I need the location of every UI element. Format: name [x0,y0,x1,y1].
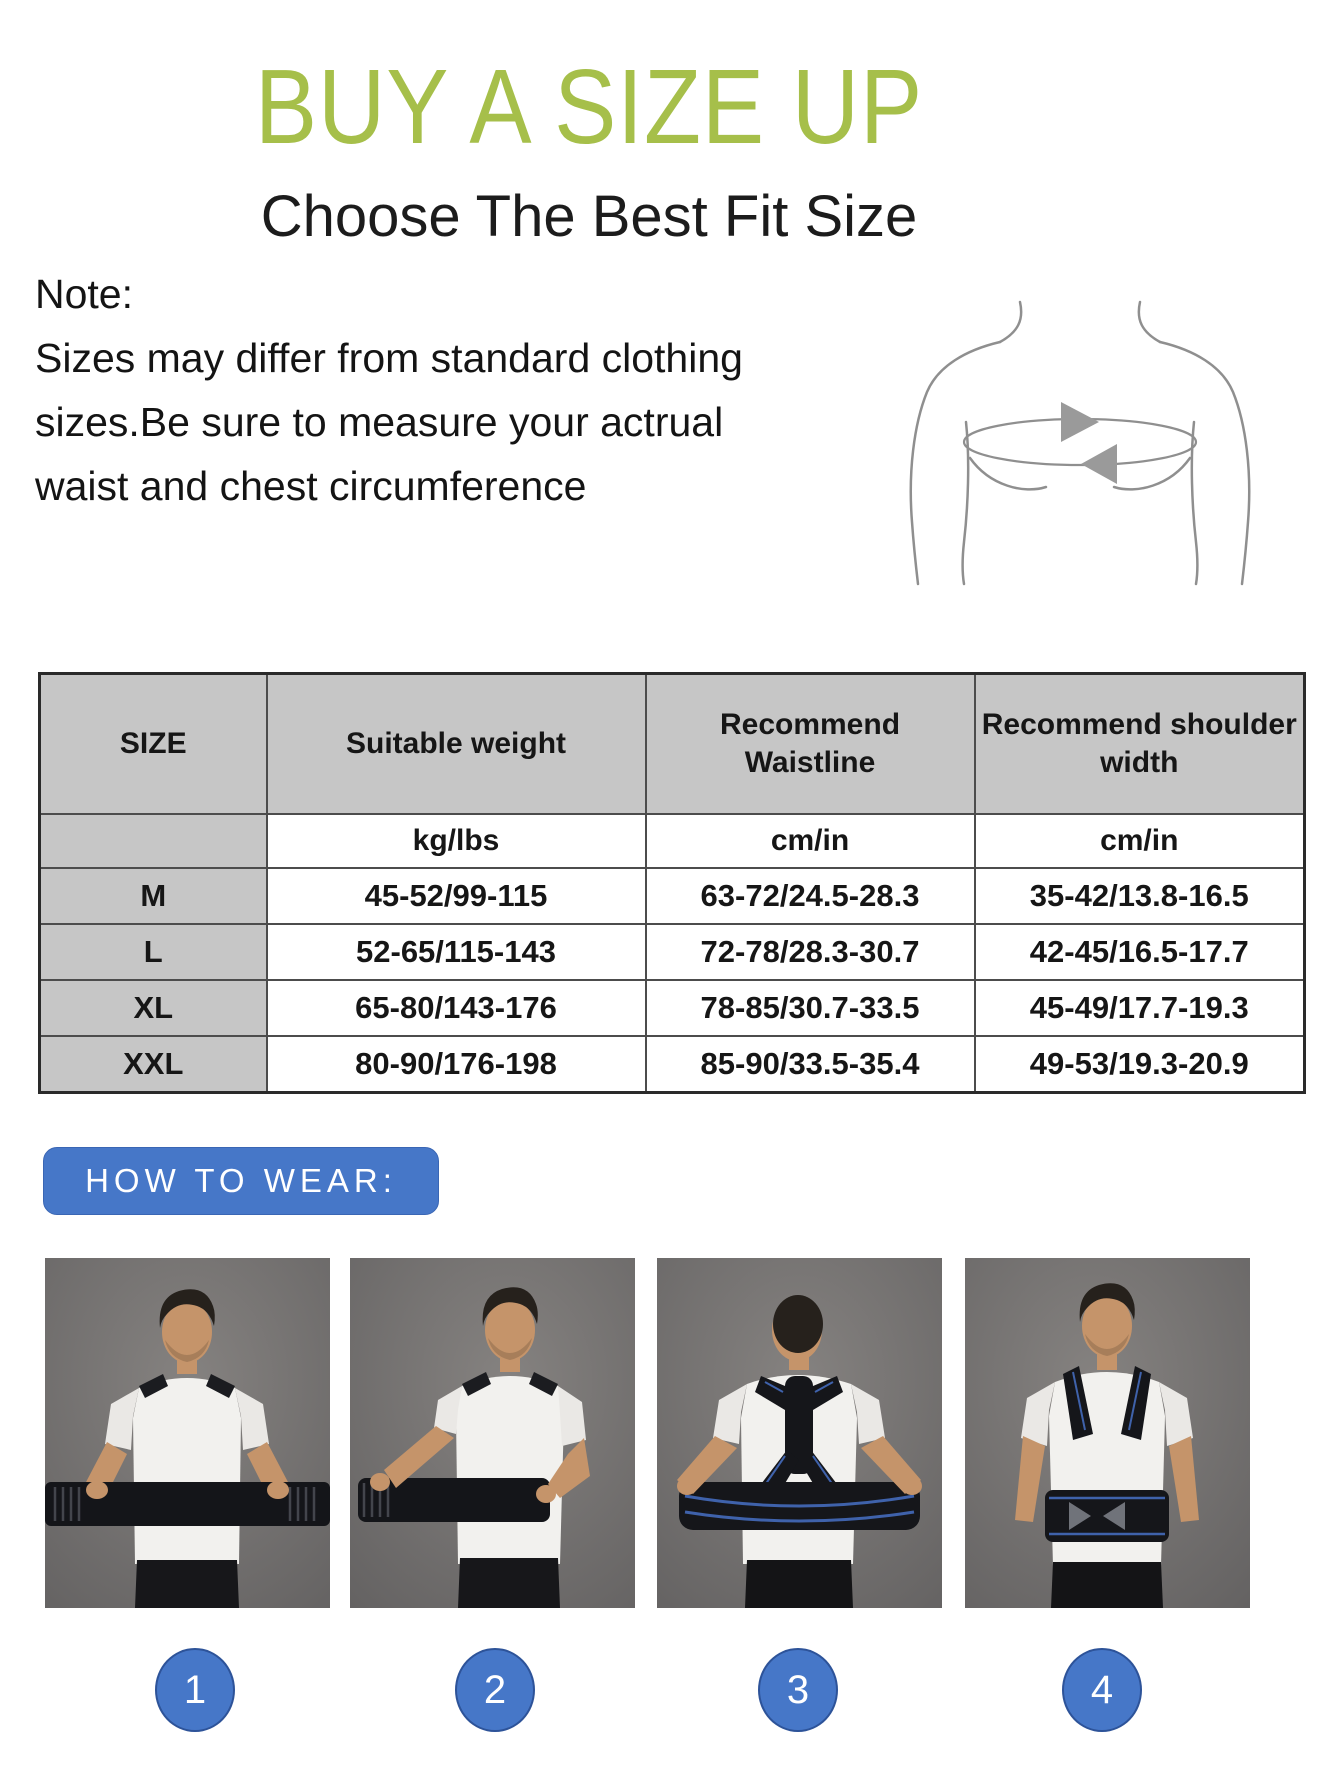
chest-measure-illustration [878,292,1282,587]
torso-outline-drawing [909,300,1251,586]
note-line: Sizes may differ from standard clothing [35,335,743,381]
col-header-shoulder-line2: width [1100,746,1179,779]
col-header-shoulder: Recommend shoulder width [973,672,1306,815]
col-header-weight: Suitable weight [265,672,647,815]
size-label: M [38,867,268,925]
table-row-m: M 45-52/99-115 63-72/24.5-28.3 35-42/13.… [38,867,1306,925]
units-cell-empty [38,813,268,869]
page-subtitle: Choose The Best Fit Size [260,184,918,249]
photo-step-3-illustration [657,1258,942,1608]
note-label: Note: [35,271,133,317]
measure-arrow-left-icon [1081,444,1117,484]
col-header-waistline-line2: Waistline [744,746,876,779]
measure-arrow-right-icon [1061,402,1099,442]
size-label: L [38,923,268,981]
step-badge-4: 4 [1062,1648,1142,1732]
photo-step-2 [350,1258,635,1608]
waistline-value: 85-90/33.5-35.4 [644,1035,976,1094]
step-badge-3: 3 [758,1648,838,1732]
col-header-size: SIZE [38,672,268,815]
step-badge-1: 1 [155,1648,235,1732]
size-table: SIZE Suitable weight Recommend Waistline… [38,672,1306,1094]
table-units-row: kg/lbs cm/in cm/in [38,813,1306,869]
weight-value: 45-52/99-115 [265,867,647,925]
photo-step-4 [965,1258,1250,1608]
shoulder-value: 49-53/19.3-20.9 [973,1035,1306,1094]
photo-step-4-illustration [965,1258,1250,1608]
waistline-value: 78-85/30.7-33.5 [644,979,976,1037]
size-label: XL [38,979,268,1037]
units-cell-waistline: cm/in [644,813,976,869]
weight-value: 80-90/176-198 [265,1035,647,1094]
waistline-value: 63-72/24.5-28.3 [644,867,976,925]
col-header-waistline: Recommend Waistline [644,672,976,815]
units-cell-weight: kg/lbs [265,813,647,869]
photo-step-2-illustration [350,1258,635,1608]
page-title: BUY A SIZE UP [254,48,924,166]
weight-value: 65-80/143-176 [265,979,647,1037]
note-line: waist and chest circumference [35,463,587,509]
col-header-waistline-line1: Recommend [719,708,901,741]
photo-step-1 [45,1258,330,1608]
shoulder-value: 35-42/13.8-16.5 [973,867,1306,925]
note-block: Note: Sizes may differ from standard clo… [35,262,825,518]
col-header-shoulder-line1: Recommend shoulder [981,708,1297,741]
weight-value: 52-65/115-143 [265,923,647,981]
table-row-xl: XL 65-80/143-176 78-85/30.7-33.5 45-49/1… [38,979,1306,1037]
photo-step-3 [657,1258,942,1608]
units-cell-shoulder: cm/in [973,813,1306,869]
table-header-row: SIZE Suitable weight Recommend Waistline… [38,672,1306,815]
table-row-xxl: XXL 80-90/176-198 85-90/33.5-35.4 49-53/… [38,1035,1306,1094]
shoulder-value: 45-49/17.7-19.3 [973,979,1306,1037]
shoulder-value: 42-45/16.5-17.7 [973,923,1306,981]
note-line: sizes.Be sure to measure your actrual [35,399,724,445]
waistline-value: 72-78/28.3-30.7 [644,923,976,981]
step-badge-2: 2 [455,1648,535,1732]
how-to-wear-banner: HOW TO WEAR: [43,1147,439,1215]
table-row-l: L 52-65/115-143 72-78/28.3-30.7 42-45/16… [38,923,1306,981]
size-label: XXL [38,1035,268,1094]
photo-step-1-illustration [45,1258,330,1608]
